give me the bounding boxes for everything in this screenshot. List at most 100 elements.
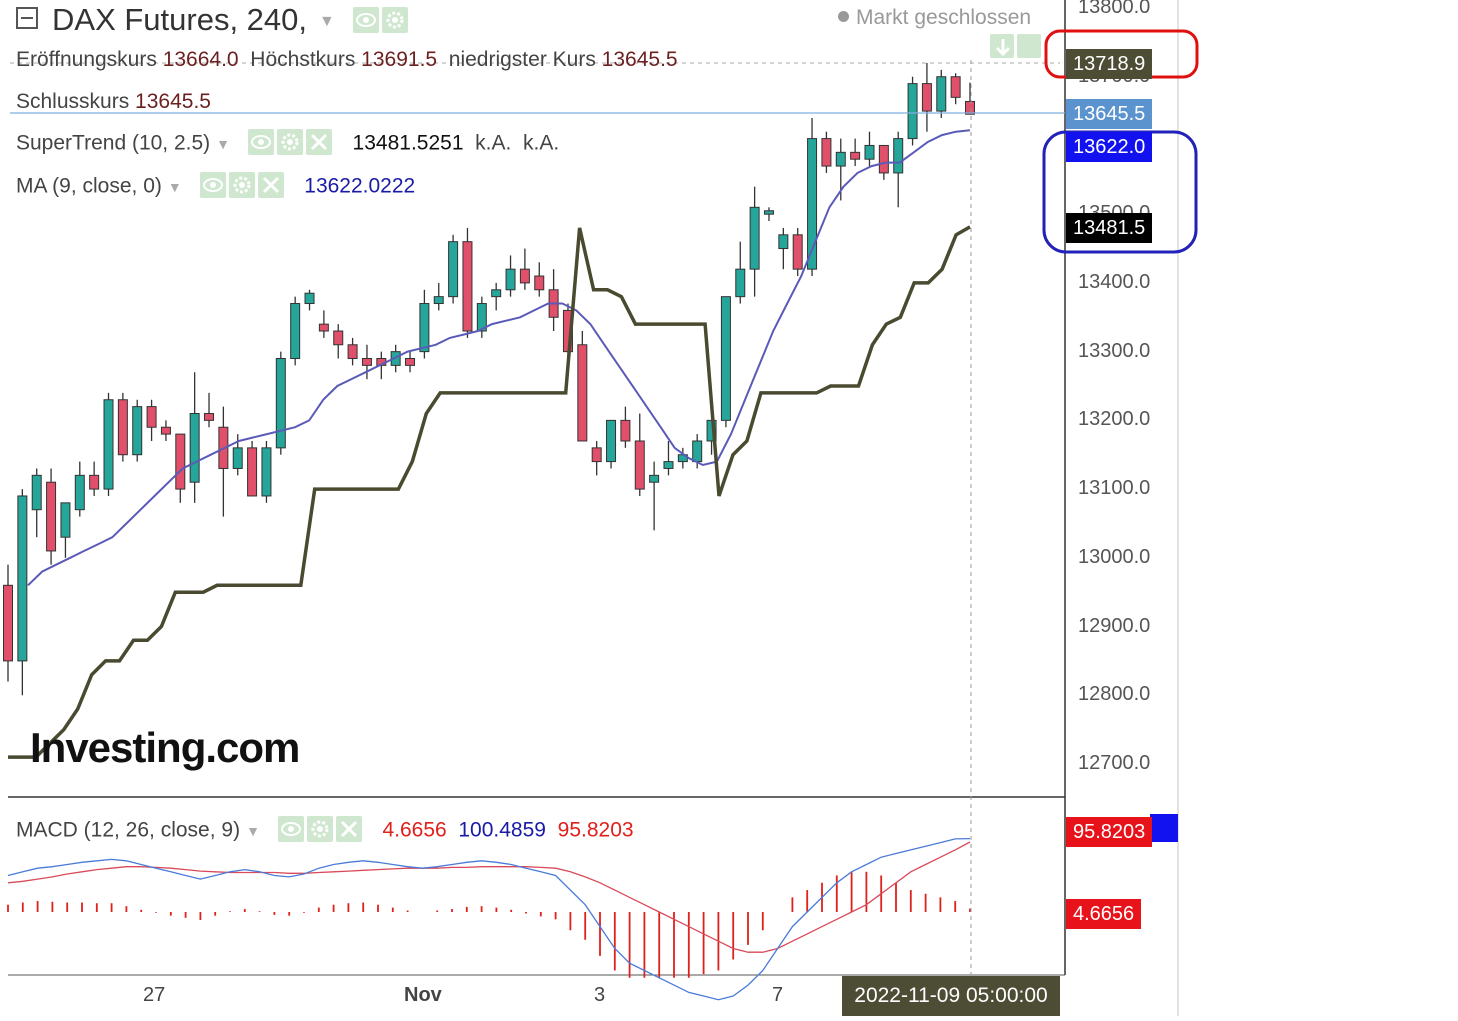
candle <box>505 255 516 297</box>
candle <box>534 262 545 297</box>
macd-signal-line <box>7 841 971 953</box>
status-dot-icon <box>838 10 849 22</box>
x-tick-label: Nov <box>404 984 442 1006</box>
open-label: Eröffnungskurs <box>16 48 157 71</box>
candle <box>462 227 473 338</box>
candle <box>807 117 818 277</box>
candle-body <box>160 426 171 435</box>
ma-legend: MA (9, close, 0) ▼ 13622.0222 <box>16 172 415 200</box>
high-value: 13691.5 <box>361 48 438 71</box>
candle-body <box>361 358 372 366</box>
candle <box>261 440 272 503</box>
eye-icon[interactable] <box>248 129 275 155</box>
candle <box>864 131 875 167</box>
close-icon[interactable] <box>257 172 284 198</box>
candle-body <box>950 76 961 98</box>
close-icon[interactable] <box>306 129 333 155</box>
eye-icon[interactable] <box>199 172 226 198</box>
chevron-down-icon[interactable]: ▼ <box>216 136 231 152</box>
gear-icon[interactable] <box>381 6 408 33</box>
candle-body <box>936 76 947 112</box>
chevron-down-icon[interactable]: ▼ <box>167 179 182 195</box>
candle-body <box>74 474 85 511</box>
x-tick-label: 7 <box>772 984 784 1006</box>
close-label: Schlusskurs <box>16 90 130 113</box>
candle-body <box>304 292 315 305</box>
candle <box>175 433 186 503</box>
candle <box>448 234 459 304</box>
candle-body <box>649 474 660 483</box>
candle <box>821 131 832 173</box>
chart-title: DAX Futures, 240, <box>52 2 308 37</box>
candles-group <box>3 62 975 696</box>
candle <box>663 440 674 476</box>
candle <box>792 227 803 277</box>
ma-line-group <box>27 129 971 587</box>
gear-icon[interactable] <box>228 172 255 198</box>
gear-icon[interactable] <box>277 129 304 155</box>
macd-hist-tag: 4.6656 <box>1066 899 1142 929</box>
candle <box>763 207 774 222</box>
candle-body <box>921 83 932 112</box>
y-tick-label: 13100.0 <box>1078 477 1151 500</box>
candle-body <box>893 138 904 174</box>
collapse-icon[interactable] <box>16 6 38 29</box>
candle <box>936 69 947 118</box>
candle <box>907 76 918 146</box>
candle <box>548 269 559 332</box>
eye-icon[interactable] <box>352 6 379 33</box>
candle-body <box>864 144 875 160</box>
candle-body <box>175 433 186 490</box>
candle <box>921 62 932 132</box>
candle <box>117 392 128 462</box>
supertrend-value: 13481.5251 <box>352 131 464 155</box>
x-tick-label: 27 <box>143 984 166 1006</box>
candle-body <box>275 358 286 449</box>
candle <box>204 392 215 428</box>
candle <box>361 344 372 380</box>
candle-body <box>634 440 645 490</box>
candle-body <box>505 268 516 291</box>
y-tick-label: 13300.0 <box>1078 339 1151 362</box>
candle <box>476 296 487 338</box>
candle-body <box>318 323 329 332</box>
eye-icon[interactable] <box>277 816 304 842</box>
supertrend-label: SuperTrend (10, 2.5) <box>16 131 211 155</box>
settings-small-icon[interactable] <box>1017 34 1041 58</box>
candle-body <box>620 419 631 442</box>
macd-group <box>7 837 971 1001</box>
candle-body <box>907 83 918 140</box>
candle <box>735 241 746 304</box>
close-icon[interactable] <box>335 816 362 842</box>
candle-body <box>792 234 803 270</box>
arrow-down-icon[interactable] <box>990 34 1014 58</box>
supertrend-price-tag: 13481.5 <box>1066 213 1153 243</box>
candle <box>160 420 171 441</box>
candle-body <box>591 447 602 463</box>
y-tick-label: 12800.0 <box>1078 683 1151 706</box>
candle <box>3 564 13 682</box>
candle <box>304 289 315 311</box>
low-value: 13645.5 <box>601 48 678 71</box>
candle-body <box>232 447 243 469</box>
open-value: 13664.0 <box>162 48 239 71</box>
candle-body <box>204 412 215 421</box>
chevron-down-icon[interactable]: ▼ <box>319 12 335 30</box>
close-value: 13645.5 <box>135 90 211 113</box>
candle-body <box>735 268 746 298</box>
gear-icon[interactable] <box>306 816 333 842</box>
macd-line-value: 100.4859 <box>458 818 546 842</box>
candle-body <box>261 447 272 497</box>
candle-body <box>17 495 28 662</box>
macd-line <box>7 837 971 1001</box>
candle-body <box>692 440 703 463</box>
ma-price-tag: 13622.0 <box>1066 132 1153 162</box>
candle-body <box>103 399 114 490</box>
chevron-down-icon[interactable]: ▼ <box>246 823 260 839</box>
x-tick-label: 3 <box>594 984 606 1006</box>
candle-body <box>519 268 530 284</box>
candle <box>893 131 904 208</box>
candle-body <box>534 275 545 291</box>
